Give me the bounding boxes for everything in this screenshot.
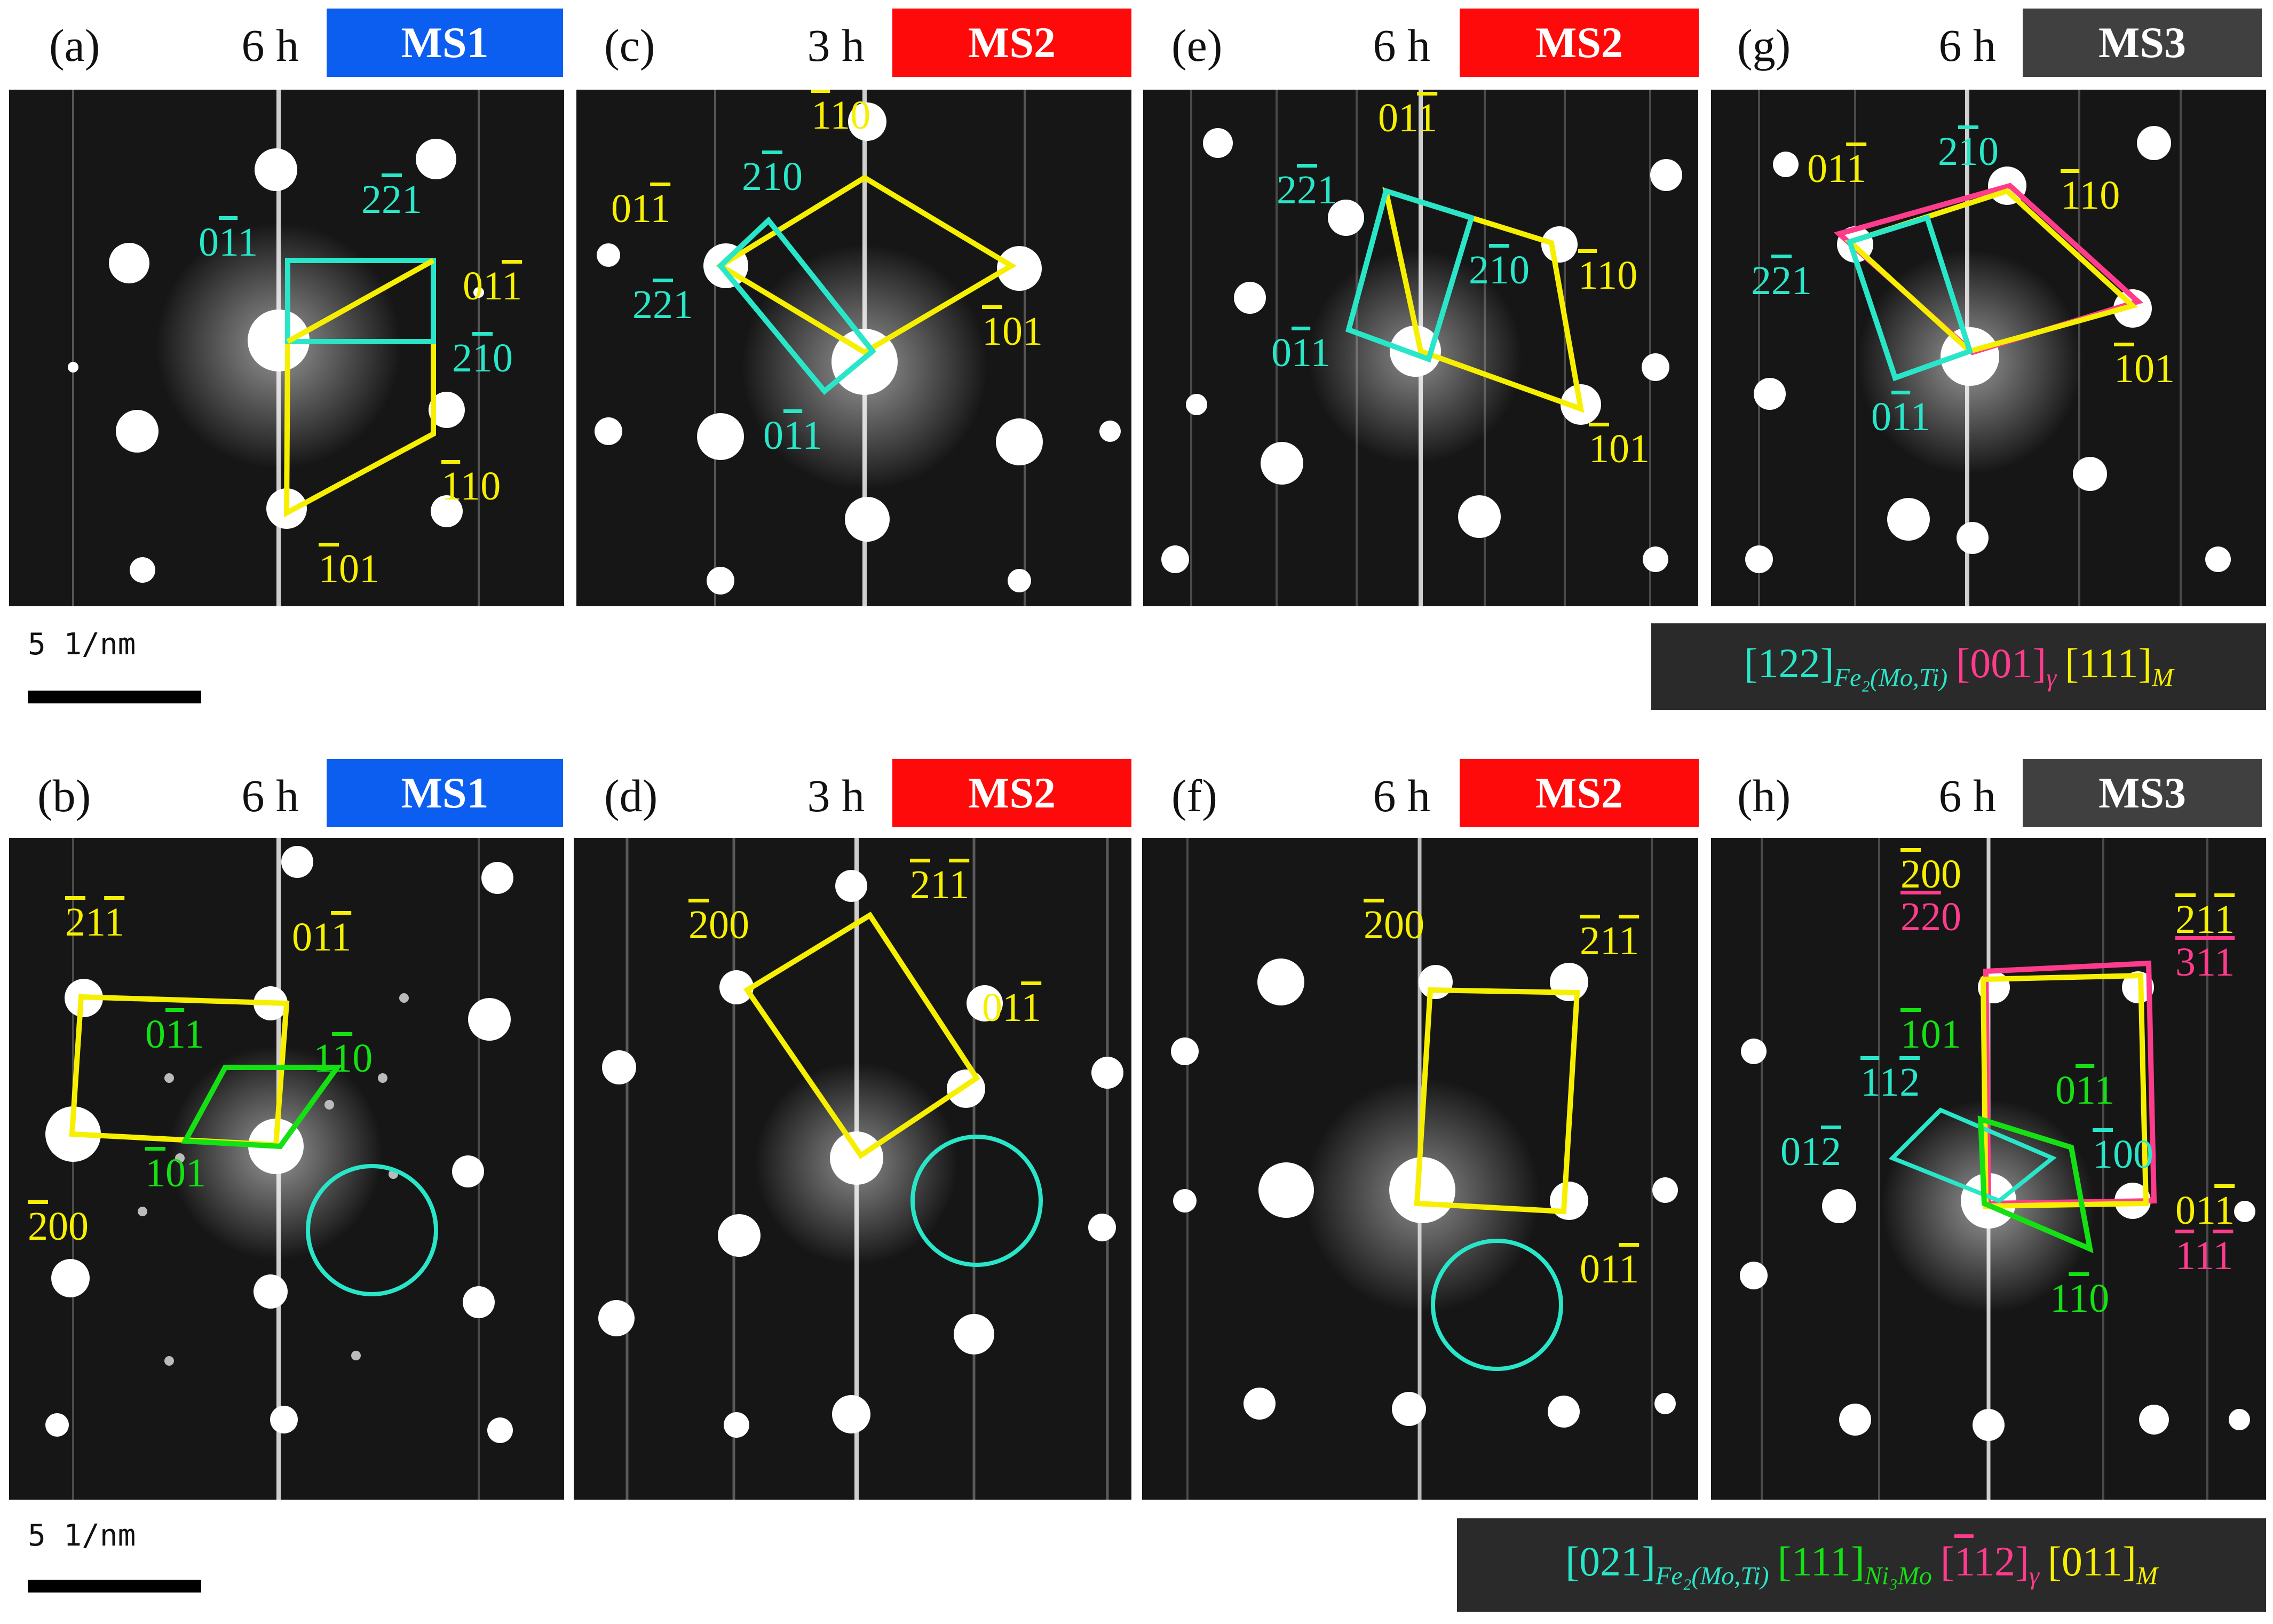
diffraction-pattern-f: 200 211 011	[1142, 838, 1698, 1500]
zone-axis-legend-bottom: [021]Fe₂(Mo,Ti) [111]Ni₃Mo [112]γ [011]M	[1457, 1518, 2266, 1612]
diffraction-pattern-h: 200 220 211 311 101 112 011 012 100 011 …	[1711, 838, 2266, 1500]
miller-label: 211	[1580, 918, 1640, 963]
miller-label: 110	[811, 93, 871, 138]
diffraction-pattern-a: 011 221 011 210 110 101	[9, 90, 564, 606]
miller-label: 100	[2093, 1132, 2153, 1177]
miller-label: 101	[1589, 426, 1650, 471]
sample-tag-ms1: MS1	[327, 759, 563, 827]
panel-letter: (b)	[37, 770, 91, 821]
miller-label: 101	[1900, 1012, 1961, 1057]
sample-tag-ms2: MS2	[1460, 9, 1699, 77]
scale-bar-label: 5 1/nm	[28, 1518, 136, 1553]
miller-label: 012	[1780, 1129, 1841, 1174]
panel-time: 3 h	[807, 770, 865, 821]
miller-label: 211	[2175, 897, 2235, 942]
panel-letter: (h)	[1737, 770, 1791, 821]
sample-tag-ms2: MS2	[1460, 759, 1699, 827]
miller-label: 210	[742, 154, 803, 199]
miller-label: 210	[1938, 129, 1999, 174]
miller-label: 011	[982, 985, 1042, 1030]
miller-label: 110	[1578, 253, 1638, 298]
miller-label: 101	[982, 309, 1043, 354]
panel-letter: (f)	[1171, 770, 1217, 821]
miller-label: 110	[2050, 1276, 2110, 1321]
diffraction-pattern-d: 200 211 011	[574, 838, 1131, 1500]
panel-time: 6 h	[1373, 770, 1431, 821]
miller-label: 011	[1378, 96, 1438, 140]
miller-label: 200	[688, 902, 749, 947]
miller-label: 221	[361, 177, 422, 222]
miller-label: 210	[1469, 248, 1530, 292]
miller-label: 011	[611, 186, 671, 231]
miller-label: 101	[145, 1151, 206, 1195]
legend-entry: [111]Ni₃Mo	[1777, 1538, 1932, 1590]
panel-letter: (g)	[1737, 20, 1791, 71]
legend-entry: [001]γ	[1956, 639, 2057, 692]
diffraction-pattern-b: 211 011 011 110 101 200	[9, 838, 564, 1500]
miller-label: 011	[1580, 1247, 1640, 1292]
panel-letter: (e)	[1171, 20, 1223, 71]
miller-label: 011	[292, 915, 352, 960]
sample-tag-ms3: MS3	[2023, 759, 2262, 827]
legend-entry: [021]Fe₂(Mo,Ti)	[1565, 1538, 1769, 1590]
diffraction-pattern-g: 011 210 110 221 101 011	[1711, 90, 2266, 606]
miller-label: 311	[2175, 940, 2235, 985]
diffraction-pattern-e: 011 221 210 110 011 101	[1143, 90, 1698, 606]
miller-label: 200	[1364, 902, 1424, 947]
miller-label: 221	[1277, 168, 1337, 212]
zone-axis-legend-top: [122]Fe₂(Mo,Ti) [001]γ [111]M	[1651, 623, 2266, 710]
miller-label: 210	[452, 336, 513, 381]
panel-time: 3 h	[807, 20, 865, 71]
miller-label: 200	[1900, 852, 1961, 897]
panel-time: 6 h	[241, 770, 299, 821]
miller-label: 011	[2055, 1068, 2115, 1113]
diffraction-pattern-c: 110 210 011 221 101 011	[576, 90, 1131, 606]
panel-time: 6 h	[1938, 770, 1997, 821]
miller-label: 011	[1871, 394, 1931, 439]
legend-entry: [122]Fe₂(Mo,Ti)	[1744, 639, 1948, 692]
miller-label: 220	[1900, 894, 1961, 939]
panel-letter: (c)	[604, 20, 655, 71]
miller-label: 211	[65, 900, 125, 945]
scale-bar	[28, 691, 201, 703]
panel-letter: (d)	[604, 770, 658, 821]
miller-label: 101	[2114, 346, 2175, 391]
miller-label: 221	[632, 282, 693, 327]
scale-bar-label: 5 1/nm	[28, 627, 136, 662]
miller-label: 011	[145, 1012, 205, 1057]
sample-tag-ms2: MS2	[892, 9, 1131, 77]
miller-label: 011	[1807, 146, 1867, 191]
miller-label: 200	[28, 1204, 89, 1249]
panel-time: 6 h	[1938, 20, 1997, 71]
miller-label: 110	[2061, 173, 2120, 218]
miller-label: 011	[463, 264, 522, 308]
miller-label: 221	[1751, 258, 1812, 303]
miller-label: 011	[2175, 1188, 2235, 1233]
miller-label: 011	[199, 220, 258, 265]
panel-letter: (a)	[49, 20, 100, 71]
miller-label: 101	[319, 546, 379, 591]
panel-time: 6 h	[241, 20, 299, 71]
legend-entry: [111]M	[2065, 639, 2174, 692]
sample-tag-ms3: MS3	[2023, 9, 2262, 77]
legend-entry: [011]M	[2047, 1538, 2158, 1590]
miller-label: 111	[2175, 1233, 2234, 1278]
miller-label: 112	[1860, 1060, 1920, 1105]
sample-tag-ms2: MS2	[892, 759, 1131, 827]
legend-entry: [112]γ	[1940, 1538, 2039, 1590]
miller-label: 110	[313, 1036, 373, 1081]
scale-bar	[28, 1580, 201, 1593]
miller-label: 110	[441, 464, 501, 509]
miller-label: 011	[1271, 330, 1331, 375]
miller-label: 011	[763, 413, 823, 458]
miller-label: 211	[910, 862, 970, 907]
sample-tag-ms1: MS1	[327, 9, 563, 77]
panel-time: 6 h	[1373, 20, 1431, 71]
